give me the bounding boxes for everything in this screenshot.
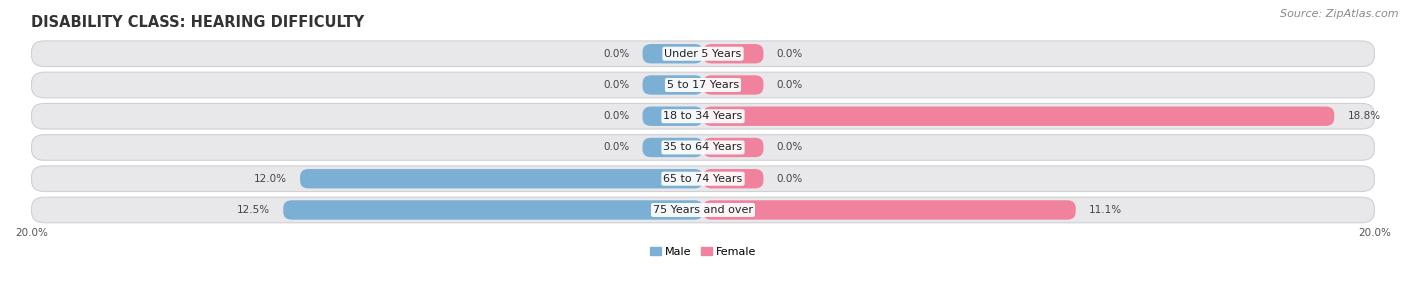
Text: 0.0%: 0.0%: [778, 142, 803, 152]
Text: 18 to 34 Years: 18 to 34 Years: [664, 111, 742, 121]
Text: 0.0%: 0.0%: [778, 49, 803, 59]
FancyBboxPatch shape: [31, 166, 1375, 192]
FancyBboxPatch shape: [299, 169, 703, 188]
Text: 0.0%: 0.0%: [603, 49, 628, 59]
Text: 0.0%: 0.0%: [603, 142, 628, 152]
FancyBboxPatch shape: [703, 44, 763, 63]
FancyBboxPatch shape: [643, 138, 703, 157]
Text: 11.1%: 11.1%: [1090, 205, 1122, 215]
Text: 35 to 64 Years: 35 to 64 Years: [664, 142, 742, 152]
FancyBboxPatch shape: [283, 200, 703, 220]
FancyBboxPatch shape: [31, 72, 1375, 98]
Text: 0.0%: 0.0%: [603, 111, 628, 121]
Text: Under 5 Years: Under 5 Years: [665, 49, 741, 59]
FancyBboxPatch shape: [703, 169, 763, 188]
FancyBboxPatch shape: [703, 75, 763, 95]
FancyBboxPatch shape: [31, 41, 1375, 66]
FancyBboxPatch shape: [643, 44, 703, 63]
Text: 0.0%: 0.0%: [778, 80, 803, 90]
Legend: Male, Female: Male, Female: [645, 242, 761, 261]
FancyBboxPatch shape: [31, 197, 1375, 223]
Text: Source: ZipAtlas.com: Source: ZipAtlas.com: [1281, 9, 1399, 19]
Text: 75 Years and over: 75 Years and over: [652, 205, 754, 215]
FancyBboxPatch shape: [31, 103, 1375, 129]
Text: 0.0%: 0.0%: [603, 80, 628, 90]
Text: 65 to 74 Years: 65 to 74 Years: [664, 174, 742, 184]
FancyBboxPatch shape: [703, 106, 1334, 126]
FancyBboxPatch shape: [31, 135, 1375, 160]
Text: 18.8%: 18.8%: [1348, 111, 1381, 121]
FancyBboxPatch shape: [643, 106, 703, 126]
Text: 12.0%: 12.0%: [253, 174, 287, 184]
FancyBboxPatch shape: [703, 200, 1076, 220]
FancyBboxPatch shape: [703, 138, 763, 157]
Text: 5 to 17 Years: 5 to 17 Years: [666, 80, 740, 90]
FancyBboxPatch shape: [643, 75, 703, 95]
Text: 0.0%: 0.0%: [778, 174, 803, 184]
Text: 12.5%: 12.5%: [236, 205, 270, 215]
Text: DISABILITY CLASS: HEARING DIFFICULTY: DISABILITY CLASS: HEARING DIFFICULTY: [31, 15, 364, 30]
